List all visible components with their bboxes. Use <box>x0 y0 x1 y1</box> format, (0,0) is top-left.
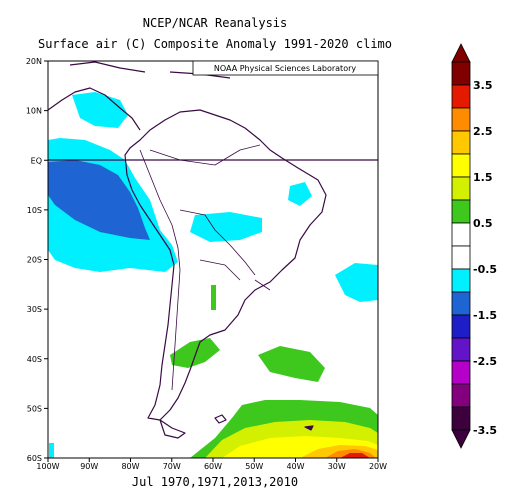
lon-tick-label: 60W <box>204 462 222 470</box>
lat-tick-label: 10S <box>27 206 42 215</box>
lon-tick-label: 20W <box>369 462 387 470</box>
colorbar-labels: 3.5 2.5 1.5 0.5 -0.5 -1.5 -2.5 -3.5 <box>473 79 497 437</box>
south-georgia <box>304 425 314 431</box>
colorbar: 3.5 2.5 1.5 0.5 -0.5 -1.5 -2.5 -3.5 <box>451 43 497 449</box>
colorbar-label: -3.5 <box>473 424 497 437</box>
colorbar-segment <box>451 199 471 224</box>
lat-tick-label: 10N <box>26 107 42 116</box>
colorbar-segment <box>451 107 471 132</box>
colorbar-segment <box>451 245 471 270</box>
colorbar-segment <box>451 383 471 408</box>
credit-text: NOAA Physical Sciences Laboratory <box>214 64 357 73</box>
south-america-coastline <box>124 109 327 421</box>
central-america-coast <box>47 87 141 131</box>
colorbar-segment <box>451 314 471 339</box>
country-borders <box>149 144 271 291</box>
lat-tick-label: 40S <box>27 355 42 364</box>
lat-tick-label: 50S <box>27 404 42 413</box>
andes-border <box>139 149 181 391</box>
composite-years-label: Jul 1970,1971,2013,2010 <box>131 475 299 489</box>
colorbar-segment <box>451 337 471 362</box>
cold-anomaly-region <box>190 212 262 242</box>
warm-anomaly-region <box>211 285 216 310</box>
colorbar-label: 3.5 <box>473 79 493 92</box>
cold-anomaly-region <box>49 443 54 458</box>
lat-tick-label: 20S <box>27 256 42 265</box>
strong-cold-anomaly-region <box>48 160 150 240</box>
colorbar-label: -0.5 <box>473 263 497 276</box>
colorbar-label: 0.5 <box>473 217 493 230</box>
lon-tick-label: 30W <box>328 462 346 470</box>
colorbar-segment <box>451 130 471 155</box>
colorbar-label: 1.5 <box>473 171 493 184</box>
lat-tick-label: 60S <box>27 454 42 463</box>
colorbar-label: 2.5 <box>473 125 493 138</box>
lon-tick-label: 50W <box>245 462 263 470</box>
cold-anomaly-region <box>335 263 378 302</box>
cold-anomaly-region <box>288 182 312 206</box>
colorbar-segments <box>451 43 471 449</box>
falkland-islands <box>214 414 227 424</box>
colorbar-segment <box>451 222 471 247</box>
colorbar-segment <box>451 61 471 86</box>
colorbar-segment <box>451 360 471 385</box>
colorbar-segment <box>451 268 471 293</box>
chart-subtitle: Surface air (C) Composite Anomaly 1991-2… <box>37 37 392 51</box>
colorbar-label: -1.5 <box>473 309 497 322</box>
credit-box <box>192 60 379 76</box>
latitude-axis: 20N 10N EQ 10S 20S 30S 40S 50S 60S <box>26 57 48 463</box>
lon-tick-label: 70W <box>163 462 181 470</box>
lat-tick-label: 30S <box>27 305 42 314</box>
longitude-axis: 100W 90W 80W 70W 60W 50W 40W 30W 20W <box>36 458 387 470</box>
lon-tick-label: 40W <box>286 462 304 470</box>
anomaly-shading <box>48 92 378 458</box>
colorbar-label: -2.5 <box>473 355 497 368</box>
coastlines <box>47 61 327 439</box>
lon-tick-label: 80W <box>121 462 139 470</box>
lon-tick-label: 100W <box>36 462 59 470</box>
lon-tick-label: 90W <box>80 462 98 470</box>
lat-tick-label: EQ <box>31 156 42 165</box>
cold-anomaly-region <box>72 92 128 128</box>
lat-tick-label: 20N <box>26 57 42 66</box>
colorbar-segment <box>451 84 471 109</box>
warm-anomaly-region <box>170 338 220 368</box>
tierra-del-fuego <box>159 419 186 439</box>
colorbar-segment <box>451 153 471 178</box>
colorbar-segment <box>451 406 471 431</box>
colorbar-bottom-arrow <box>451 429 471 449</box>
colorbar-segment <box>451 291 471 316</box>
max-warm-anomaly-region <box>340 453 370 458</box>
anomaly-map: NOAA Physical Sciences Laboratory 20N 10N… <box>26 57 387 470</box>
colorbar-top-arrow <box>451 43 471 63</box>
chart-title: NCEP/NCAR Reanalysis <box>142 16 288 30</box>
colorbar-segment <box>451 176 471 201</box>
warm-anomaly-region <box>258 346 325 382</box>
